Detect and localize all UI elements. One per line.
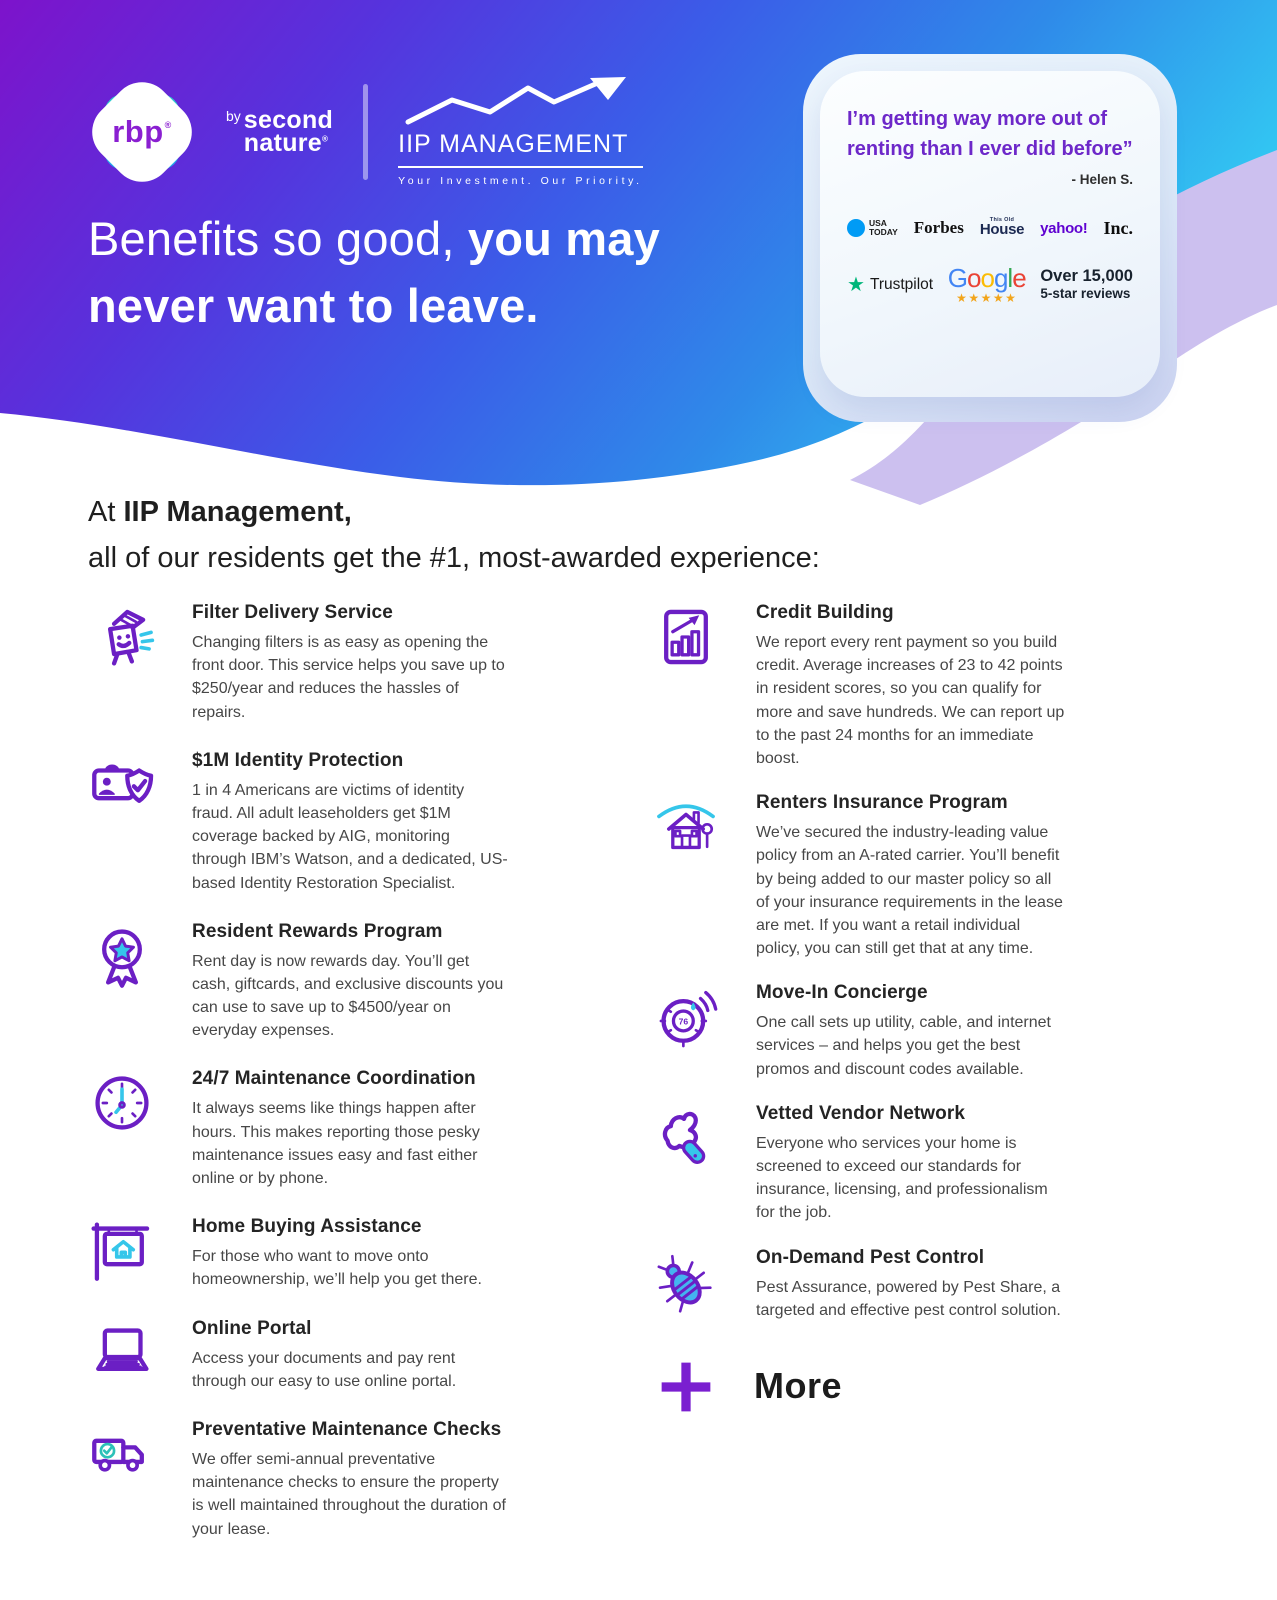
brand-row: rbp ® by second nature® IIP MANAGEMENT Your… (79, 69, 644, 194)
benefits-column-left: Filter Delivery Service Changing filters… (88, 602, 508, 1567)
benefit-description: We’ve secured the industry-leading value… (756, 824, 1063, 958)
usa-today-circle-icon (847, 219, 865, 237)
benefit-move-in-concierge: 76 Move-In Concierge One call sets up ut… (652, 982, 1084, 1081)
laptop-icon (96, 1327, 149, 1371)
forbes-logo: Forbes (913, 218, 964, 237)
benefit-title: Preventative Maintenance Checks (192, 1418, 502, 1440)
benefit-description: Changing filters is as easy as opening t… (192, 634, 505, 721)
benefit-description: One call sets up utility, cable, and int… (756, 1014, 1051, 1078)
benefit-description: Rent day is now rewards day. You’ll get … (192, 952, 504, 1040)
testimonial-quote: I’m getting way more out of renting than… (847, 108, 1133, 160)
thumbs-up-icon (662, 1111, 706, 1164)
benefits-column-right: Credit Building We report every rent pay… (652, 602, 1084, 1416)
identity-protection-icon (92, 764, 154, 803)
more-label: More (754, 1364, 843, 1406)
benefit-description: We offer semi-annual preventative mainte… (192, 1450, 506, 1538)
benefit-title: 24/7 Maintenance Coordination (192, 1068, 476, 1090)
benefit-description: It always seems like things happen after… (192, 1100, 480, 1187)
by-label: by (226, 107, 241, 124)
benefit-title: Home Buying Assistance (192, 1216, 422, 1238)
benefit-maintenance-coordination: 24/7 Maintenance Coordination It always … (88, 1068, 508, 1190)
benefit-home-buying: Home Buying Assistance For those who wan… (88, 1216, 508, 1291)
second-nature-logo: by second nature® (226, 105, 334, 157)
registered-mark: ® (164, 119, 172, 130)
rewards-medal-icon (102, 929, 142, 988)
registered-mark: ® (322, 134, 329, 144)
pest-bug-icon (657, 1254, 712, 1313)
benefit-identity-protection: $1M Identity Protection 1 in 4 Americans… (88, 750, 508, 895)
press-logos-row: USA TODAY Forbes This Old House yahoo! In… (847, 217, 1133, 239)
five-stars-icon: ★★★★★ (956, 291, 1018, 305)
benefit-description: Access your documents and pay rent throu… (192, 1349, 457, 1390)
testimonial-attribution: - Helen S. (1071, 172, 1133, 187)
thermostat-icon: 76 (659, 991, 718, 1048)
usa-today-logo: USA TODAY (847, 219, 898, 237)
google-reviews-logo: Google ★★★★★ (947, 263, 1027, 305)
benefit-filter-delivery: Filter Delivery Service Changing filters… (88, 602, 508, 724)
benefit-pest-control: On-Demand Pest Control Pest Assurance, p… (652, 1247, 1084, 1322)
benefit-description: Everyone who services your home is scree… (756, 1134, 1048, 1222)
benefit-preventative-maintenance: Preventative Maintenance Checks We offer… (88, 1419, 508, 1541)
plus-icon (661, 1362, 711, 1412)
benefit-resident-rewards: Resident Rewards Program Rent day is now… (88, 921, 508, 1043)
review-count: Over 15,000 5-star reviews (1040, 267, 1133, 302)
insured-house-icon (657, 804, 715, 850)
benefit-description: Pest Assurance, powered by Pest Share, a… (756, 1278, 1061, 1319)
benefit-title: Vetted Vendor Network (756, 1102, 966, 1124)
maintenance-truck-icon (92, 1438, 144, 1472)
benefit-description: We report every rent payment so you buil… (756, 634, 1065, 767)
iip-tagline: Your Investment. Our Priority. (398, 175, 643, 187)
benefit-online-portal: Online Portal Access your documents and … (88, 1318, 508, 1393)
trustpilot-star-icon: ★ (847, 273, 865, 296)
benefit-title: Credit Building (756, 602, 894, 623)
benefit-title: $1M Identity Protection (192, 749, 404, 771)
rbp-logo: rbp ® (79, 69, 205, 194)
filter-delivery-icon (107, 609, 155, 666)
home-sign-icon (91, 1222, 150, 1282)
rbp-wordmark: rbp ® (112, 113, 172, 149)
benefit-title: On-Demand Pest Control (756, 1246, 985, 1268)
thermostat-value: 76 (679, 1017, 689, 1027)
more-benefits: More (652, 1356, 1084, 1416)
benefit-renters-insurance: Renters Insurance Program We’ve secured … (652, 792, 1084, 960)
growth-arrow-icon (405, 77, 627, 125)
benefit-title: Move-In Concierge (756, 982, 928, 1004)
benefit-title: Filter Delivery Service (192, 602, 393, 623)
testimonial-card-outer: I’m getting way more out of renting than… (803, 54, 1177, 422)
yahoo-logo: yahoo! (1040, 219, 1088, 237)
benefit-title: Renters Insurance Program (756, 792, 1008, 814)
this-old-house-logo: This Old House (979, 217, 1025, 238)
benefit-title: Resident Rewards Program (192, 920, 443, 942)
brand-divider (363, 83, 369, 180)
clock-icon (95, 1076, 149, 1131)
header-banner: rbp ® by second nature® IIP MANAGEMENT Your… (0, 0, 1277, 520)
trustpilot-logo: ★ Trustpilot (847, 273, 934, 296)
headline: Benefits so good, you may never want to … (88, 212, 660, 332)
benefit-description: 1 in 4 Americans are victims of identity… (192, 781, 508, 892)
reviews-row: ★ Trustpilot Google ★★★★★ Over 15,000 5-… (847, 265, 1133, 304)
testimonial-card: I’m getting way more out of renting than… (820, 71, 1160, 397)
iip-title: IIP MANAGEMENT (398, 130, 644, 168)
benefit-credit-building: Credit Building We report every rent pay… (652, 602, 1084, 770)
credit-chart-icon (664, 609, 708, 665)
benefit-title: Online Portal (192, 1317, 312, 1339)
benefit-description: For those who want to move onto homeowne… (192, 1248, 482, 1289)
section-heading: At IIP Management, all of our residents … (88, 496, 820, 574)
inc-logo: Inc. (1103, 217, 1133, 238)
benefit-vetted-vendors: Vetted Vendor Network Everyone who servi… (652, 1103, 1084, 1225)
iip-management-logo: IIP MANAGEMENT Your Investment. Our Prio… (398, 76, 644, 187)
